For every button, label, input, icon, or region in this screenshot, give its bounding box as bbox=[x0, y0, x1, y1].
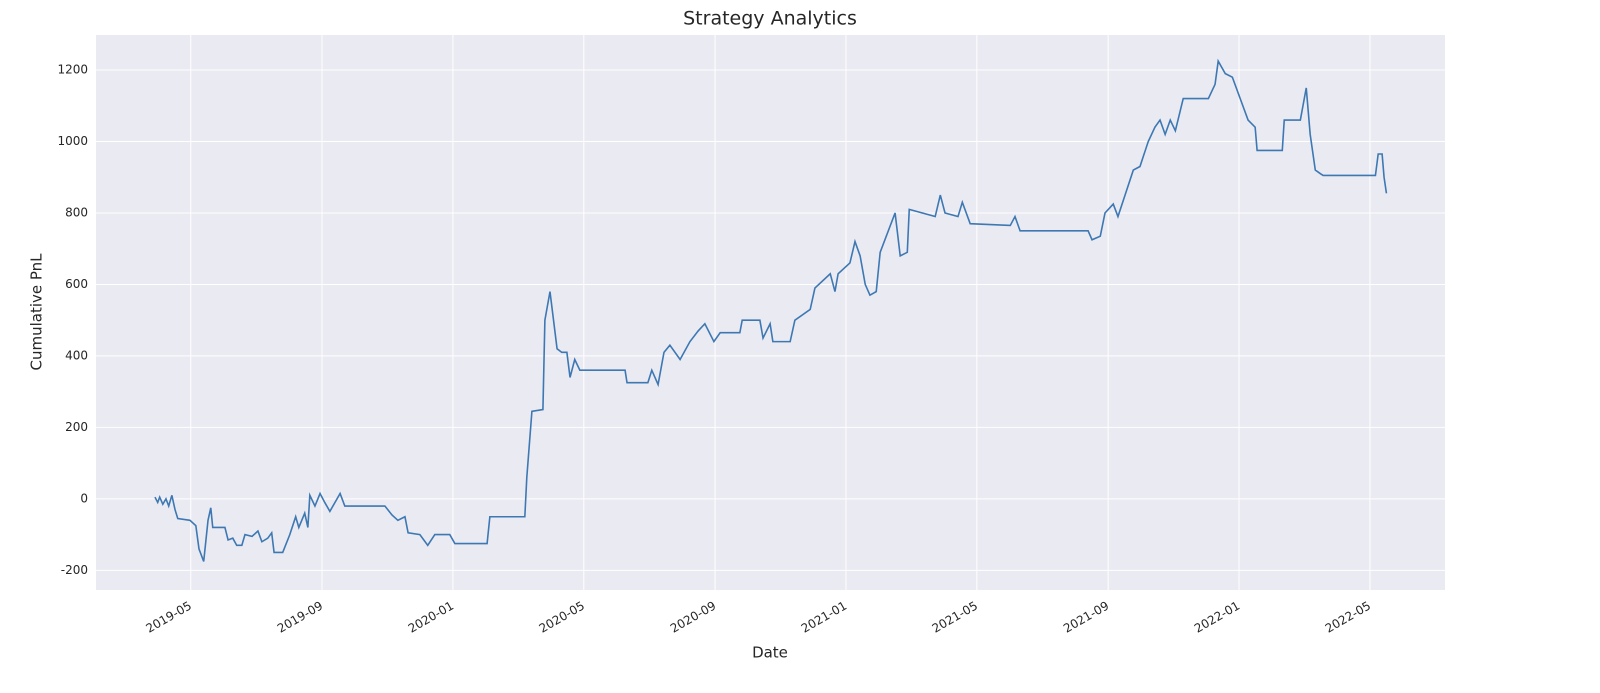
x-tick-label: 2021-05 bbox=[930, 599, 980, 636]
x-tick-label: 2021-09 bbox=[1061, 599, 1111, 636]
x-tick-label: 2019-05 bbox=[144, 599, 194, 636]
x-tick-label: 2022-05 bbox=[1323, 599, 1373, 636]
grid bbox=[96, 35, 1445, 590]
y-tick-label: 400 bbox=[65, 348, 88, 362]
y-tick-label: 600 bbox=[65, 277, 88, 291]
plot-area bbox=[96, 35, 1445, 590]
x-tick-label: 2021-01 bbox=[799, 599, 849, 636]
y-tick-label: 1000 bbox=[57, 134, 88, 148]
y-tick-label: 1200 bbox=[57, 63, 88, 77]
x-axis-label: Date bbox=[752, 644, 788, 662]
x-tick-label: 2020-09 bbox=[668, 599, 718, 636]
y-tick-label: 0 bbox=[80, 491, 88, 505]
x-tick-label: 2019-09 bbox=[275, 599, 325, 636]
y-axis-label: Cumulative PnL bbox=[28, 253, 46, 371]
x-tick-label: 2022-01 bbox=[1192, 599, 1242, 636]
x-tick-label: 2020-05 bbox=[537, 599, 587, 636]
line bbox=[154, 58, 1388, 562]
marks bbox=[154, 58, 1388, 562]
x-tick-label: 2020-01 bbox=[406, 599, 456, 636]
y-tick-label: 200 bbox=[65, 420, 88, 434]
y-tick-label: 800 bbox=[65, 205, 88, 219]
chart-title: Strategy Analytics bbox=[683, 8, 857, 30]
y-tick-label: -200 bbox=[61, 563, 88, 577]
